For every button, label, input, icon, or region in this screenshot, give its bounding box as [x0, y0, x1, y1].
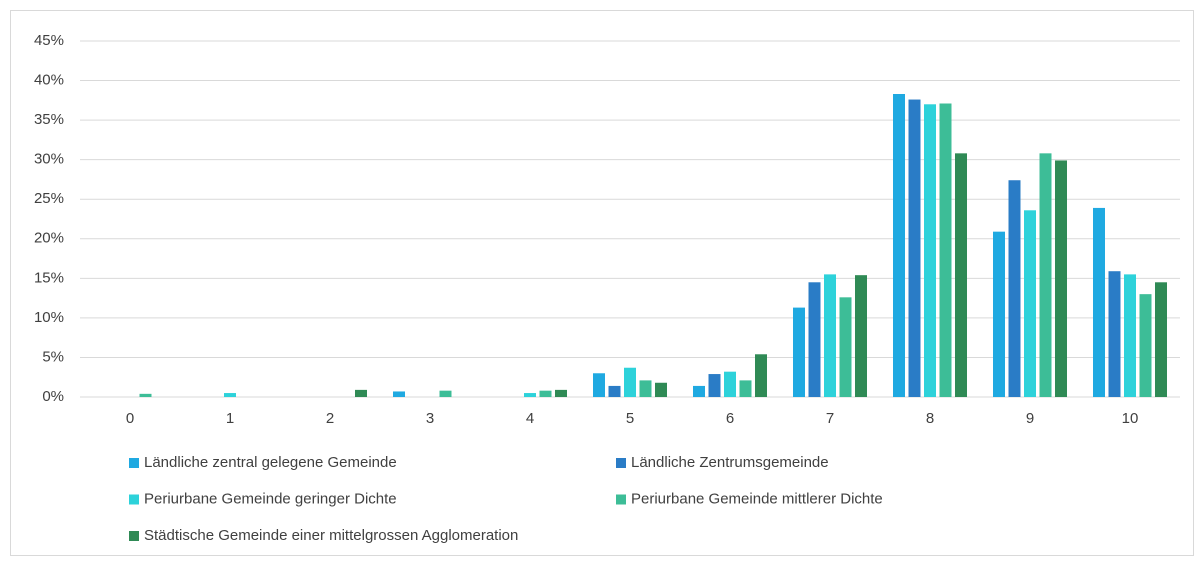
x-tick-label: 10: [1122, 410, 1139, 427]
bar: [793, 307, 805, 397]
bar: [1093, 207, 1105, 397]
x-tick-label: 4: [526, 410, 534, 427]
bar: [1055, 160, 1067, 397]
y-tick-label: 20%: [34, 230, 64, 247]
y-tick-label: 0%: [42, 388, 64, 405]
bar: [1139, 294, 1152, 397]
bar: [639, 380, 652, 397]
bar: [593, 373, 605, 397]
x-tick-label: 9: [1026, 410, 1034, 427]
x-tick-label: 0: [126, 410, 134, 427]
x-tick-label: 6: [726, 410, 734, 427]
bar: [755, 354, 767, 397]
bar: [393, 391, 405, 397]
legend-swatch: [129, 458, 139, 468]
bar: [993, 231, 1005, 397]
legend-label: Ländliche Zentrumsgemeinde: [631, 454, 829, 471]
legend-swatch: [129, 494, 139, 505]
legend-label: Städtische Gemeinde einer mittelgrossen …: [144, 527, 518, 544]
bar: [839, 297, 852, 397]
bar: [555, 389, 567, 397]
legend-label: Periurbane Gemeinde mittlerer Dichte: [631, 490, 883, 507]
bar: [693, 385, 705, 397]
bar: [439, 390, 452, 397]
bar: [1008, 180, 1021, 397]
bar: [808, 282, 821, 397]
bar: [924, 104, 936, 398]
bar: [824, 274, 836, 397]
y-tick-label: 35%: [34, 111, 64, 128]
bar: [908, 99, 921, 397]
bar: [224, 393, 236, 397]
bar: [355, 389, 367, 397]
bar: [855, 275, 867, 397]
bar: [739, 380, 752, 397]
bar: [624, 367, 636, 397]
bar: [1124, 274, 1136, 397]
x-tick-label: 5: [626, 410, 634, 427]
bar: [1024, 210, 1036, 397]
bar: [708, 374, 721, 397]
bar: [1155, 282, 1167, 397]
legend-label: Periurbane Gemeinde geringer Dichte: [144, 490, 397, 507]
y-tick-label: 5%: [42, 348, 64, 365]
bar: [939, 103, 952, 398]
y-tick-label: 30%: [34, 151, 64, 168]
x-tick-label: 2: [326, 410, 334, 427]
legend-swatch: [616, 494, 626, 505]
y-tick-label: 10%: [34, 309, 64, 326]
bar: [524, 393, 536, 397]
x-tick-label: 3: [426, 410, 434, 427]
x-tick-label: 1: [226, 410, 234, 427]
legend-swatch: [129, 531, 139, 541]
bar: [724, 371, 736, 397]
y-tick-label: 15%: [34, 269, 64, 286]
y-tick-label: 45%: [34, 32, 64, 49]
legend-label: Ländliche zentral gelegene Gemeinde: [144, 454, 397, 471]
bar: [955, 153, 967, 397]
legend-swatch: [616, 458, 626, 468]
bar: [608, 385, 621, 397]
bar: [539, 390, 552, 397]
bar: [893, 94, 905, 397]
y-tick-label: 25%: [34, 190, 64, 207]
bar: [1039, 153, 1052, 397]
bar: [139, 393, 152, 397]
x-tick-label: 7: [826, 410, 834, 427]
x-tick-label: 8: [926, 410, 934, 427]
bar: [655, 382, 667, 397]
y-tick-label: 40%: [34, 72, 64, 89]
bar: [1108, 271, 1121, 397]
